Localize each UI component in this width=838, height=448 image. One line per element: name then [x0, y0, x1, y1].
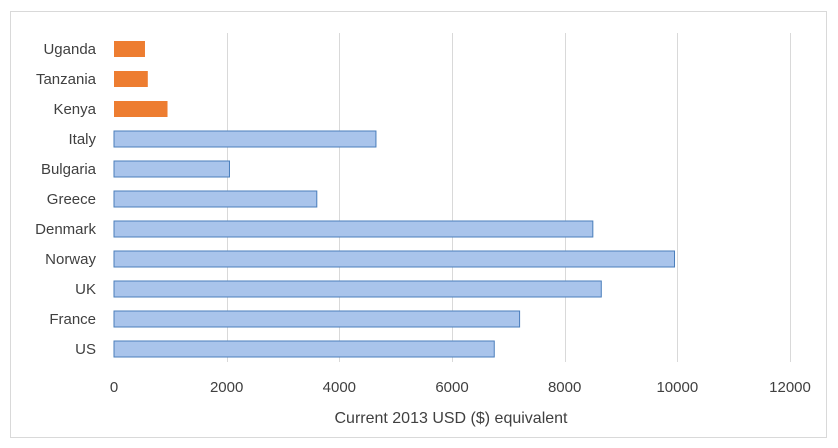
bar-france: [113, 310, 521, 328]
x-tick-label: 0: [110, 379, 118, 396]
bar-uk: [113, 280, 602, 298]
category-label-italy: Italy: [68, 131, 96, 148]
category-label-norway: Norway: [45, 251, 96, 268]
bars: [113, 41, 676, 358]
gridlines: [227, 33, 791, 362]
x-tick-label: 8000: [548, 379, 581, 396]
x-tick-label: 12000: [769, 379, 811, 396]
x-axis-tick-labels: 0 2000 4000 6000 8000 10000 12000: [110, 379, 811, 396]
bar-kenya: [114, 101, 168, 117]
x-tick-label: 10000: [656, 379, 698, 396]
x-tick-label: 4000: [323, 379, 356, 396]
x-tick-label: 2000: [210, 379, 243, 396]
category-label-denmark: Denmark: [35, 221, 96, 238]
category-label-france: France: [49, 311, 96, 328]
category-label-bulgaria: Bulgaria: [41, 161, 97, 178]
x-axis-title: Current 2013 USD ($) equivalent: [334, 410, 568, 427]
category-label-uganda: Uganda: [43, 41, 96, 58]
category-labels: Uganda Tanzania Kenya Italy Bulgaria Greece De…: [35, 41, 97, 358]
category-label-us: US: [75, 341, 96, 358]
bar-greece: [113, 190, 318, 208]
category-label-uk: UK: [75, 281, 96, 298]
bar-norway: [113, 250, 676, 268]
bar-bulgaria: [113, 160, 230, 178]
bar-us: [113, 340, 495, 358]
category-label-greece: Greece: [47, 191, 96, 208]
category-label-tanzania: Tanzania: [36, 71, 97, 88]
bar-tanzania: [114, 71, 148, 87]
category-label-kenya: Kenya: [53, 101, 96, 118]
x-tick-label: 6000: [435, 379, 468, 396]
bar-italy: [113, 130, 377, 148]
bar-uganda: [114, 41, 145, 57]
bar-denmark: [113, 220, 594, 238]
